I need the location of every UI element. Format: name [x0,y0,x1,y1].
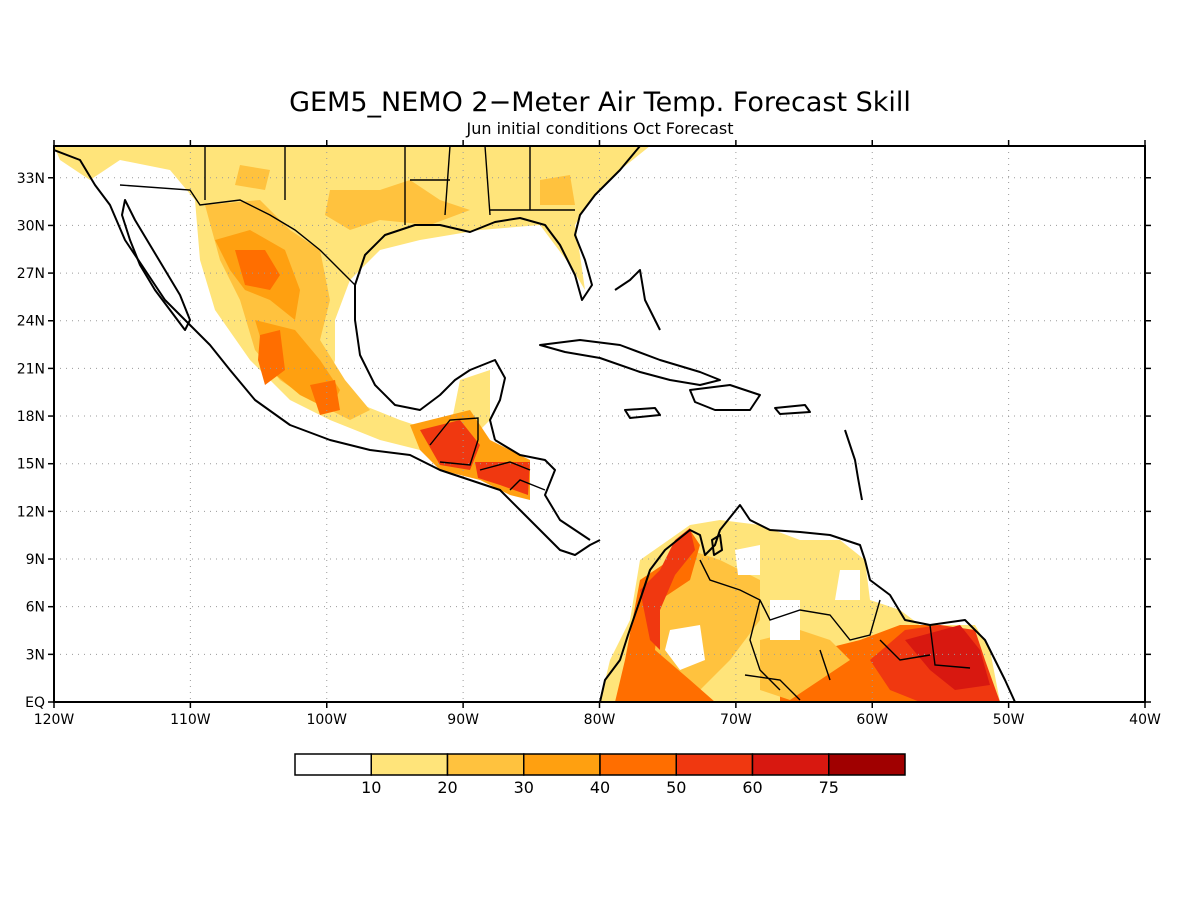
colorbar-label: 30 [514,778,534,797]
country-borders [119,146,971,701]
lat-tick-label: 18N [17,409,45,425]
lon-tick-label: 60W [856,712,888,728]
lat-tick-label: 12N [17,504,45,520]
coast-cuba [539,339,721,386]
lat-tick-label: 24N [17,314,45,330]
lon-tick-label: 110W [170,712,211,728]
shade-hole-4 [835,570,860,600]
colorbar-label: 10 [361,778,381,797]
shade-ca-red [420,420,480,470]
coast-jamaica [624,407,661,419]
shade-sa-darkred-e [905,625,990,690]
chart-subtitle: Jun initial conditions Oct Forecast [465,119,733,138]
coast-central-america [494,439,591,541]
lat-tick-label: 3N [26,647,45,663]
shade-darkorange-mexico [235,250,280,290]
skill-shading [54,146,1000,702]
shade-darkorange-mexico-3 [310,380,340,415]
lon-tick-label: 70W [720,712,752,728]
colorbar-swatch [370,753,449,776]
colorbar-label: 50 [666,778,686,797]
shade-gold-us3 [540,175,575,205]
lon-tick-label: 40W [1129,712,1161,728]
colorbar-label: 20 [437,778,457,797]
shade-sa-orange-w [615,530,715,702]
colorbar-label: 60 [742,778,762,797]
lon-tick-label: 90W [447,712,479,728]
shade-gold-us [325,180,470,230]
border-sa [699,559,971,701]
lon-tick-label: 80W [584,712,616,728]
lat-tick-label: 30N [17,218,45,234]
colorbar-swatch [294,753,372,776]
lon-tick-label: 120W [34,712,75,728]
lat-tick-label: 33N [17,171,45,187]
map-panel [53,145,1146,703]
lon-axis: 120W 110W 100W 90W 80W 70W 60W 50W 40W [34,140,1161,728]
colorbar-label: 40 [590,778,610,797]
lat-tick-label: 6N [26,600,45,616]
colorbar: 10 20 30 40 50 60 75 [294,753,906,797]
lat-tick-label: 21N [17,361,45,377]
colorbar-swatch [751,753,830,776]
coast-gulf [354,146,641,441]
lon-tick-label: 50W [993,712,1025,728]
coast-florida-keys [614,269,661,331]
colorbar-swatch [599,753,677,776]
coast-antilles [844,429,863,501]
shade-hole-3 [735,545,760,575]
shade-sa-red-w [640,528,695,650]
coast-puerto-rico [774,404,811,415]
lon-tick-label: 100W [306,712,347,728]
shade-ca-red2 [475,462,530,495]
coast-lake-maracaibo [711,534,723,556]
colorbar-swatch [523,753,601,776]
lat-tick-label: EQ [25,695,45,711]
shade-hole-1 [665,625,705,670]
lat-tick-label: 15N [17,457,45,473]
colorbar-swatch [675,753,754,776]
lat-tick-label: 9N [26,552,45,568]
border-us-states [204,146,575,225]
lat-tick-label: 27N [17,266,45,282]
border-us-mexico [119,184,356,286]
coast-north-america [54,149,601,556]
coast-hispaniola [689,384,761,411]
shade-hole-2 [770,600,800,640]
border-ca [429,417,546,491]
coast-baja [121,199,191,331]
colorbar-label: 75 [819,778,839,797]
colorbar-swatch [446,753,525,776]
coast-south-america [599,504,1016,702]
shade-darkorange-mexico-2 [258,330,285,385]
colorbar-swatch [828,753,906,776]
coastline [54,146,1016,702]
lat-axis: EQ 3N 6N 9N 12N 15N 18N 21N 24N 27N 30N 33N [17,171,1151,711]
chart-title: GEM5_NEMO 2−Meter Air Temp. Forecast Ski… [289,87,911,118]
